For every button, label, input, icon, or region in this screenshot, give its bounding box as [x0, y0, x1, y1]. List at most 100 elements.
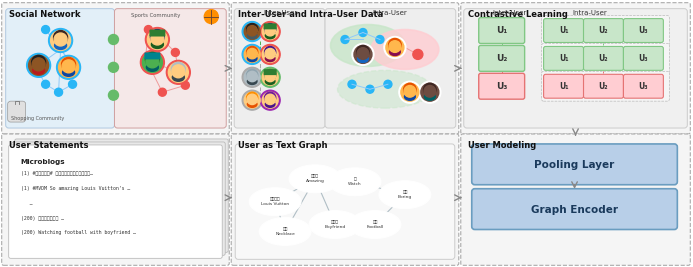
FancyBboxPatch shape: [479, 45, 525, 71]
FancyBboxPatch shape: [263, 23, 277, 29]
Circle shape: [265, 23, 276, 35]
Circle shape: [265, 94, 275, 105]
Text: U₁: U₁: [559, 54, 568, 63]
Circle shape: [42, 26, 50, 34]
Circle shape: [376, 36, 384, 44]
Circle shape: [354, 45, 372, 63]
FancyBboxPatch shape: [542, 15, 669, 45]
Circle shape: [419, 81, 441, 103]
Text: User Modeling: User Modeling: [468, 141, 536, 150]
Text: U₁: U₁: [559, 26, 568, 35]
Circle shape: [141, 50, 164, 74]
Circle shape: [54, 33, 67, 46]
Circle shape: [413, 49, 423, 59]
FancyBboxPatch shape: [542, 44, 669, 73]
Circle shape: [247, 69, 258, 80]
Circle shape: [243, 45, 262, 64]
Text: 路易威登
Louis Vuitton: 路易威登 Louis Vuitton: [261, 197, 289, 206]
Circle shape: [352, 44, 374, 65]
Circle shape: [389, 41, 401, 52]
Circle shape: [247, 48, 257, 59]
Text: …: …: [21, 201, 32, 206]
Circle shape: [399, 81, 421, 103]
Circle shape: [424, 85, 436, 97]
FancyBboxPatch shape: [231, 3, 459, 134]
FancyBboxPatch shape: [235, 144, 455, 259]
Ellipse shape: [265, 78, 275, 84]
Circle shape: [262, 46, 278, 62]
Circle shape: [69, 80, 76, 88]
Ellipse shape: [337, 70, 432, 108]
Ellipse shape: [265, 32, 275, 39]
Text: U₃: U₃: [638, 54, 648, 63]
Circle shape: [265, 71, 275, 82]
Circle shape: [51, 30, 71, 50]
Circle shape: [171, 48, 179, 56]
Circle shape: [247, 71, 257, 82]
Text: U₁: U₁: [559, 82, 568, 91]
Circle shape: [260, 67, 280, 87]
Circle shape: [49, 29, 73, 52]
Ellipse shape: [151, 41, 164, 48]
Ellipse shape: [405, 93, 415, 100]
Circle shape: [247, 46, 258, 58]
Circle shape: [262, 23, 278, 40]
Circle shape: [265, 46, 276, 58]
Circle shape: [109, 90, 119, 100]
FancyBboxPatch shape: [584, 46, 624, 70]
FancyBboxPatch shape: [472, 144, 677, 185]
Text: 项链
Necklace: 项链 Necklace: [275, 227, 295, 236]
Circle shape: [244, 23, 260, 40]
Circle shape: [32, 56, 46, 69]
Ellipse shape: [349, 211, 401, 238]
Circle shape: [243, 22, 262, 41]
Circle shape: [357, 48, 369, 59]
Text: U₃: U₃: [638, 26, 648, 35]
Circle shape: [421, 83, 439, 101]
Circle shape: [260, 22, 280, 41]
Ellipse shape: [247, 55, 257, 62]
Circle shape: [348, 80, 356, 88]
Circle shape: [260, 45, 280, 64]
Ellipse shape: [259, 218, 311, 245]
Circle shape: [384, 37, 406, 58]
Circle shape: [265, 92, 276, 103]
Ellipse shape: [331, 25, 405, 66]
Circle shape: [53, 30, 67, 45]
Circle shape: [32, 58, 45, 71]
Circle shape: [62, 60, 75, 73]
Circle shape: [247, 26, 257, 36]
FancyBboxPatch shape: [325, 9, 456, 128]
FancyBboxPatch shape: [543, 19, 584, 42]
Ellipse shape: [247, 78, 257, 84]
Circle shape: [28, 56, 49, 75]
Circle shape: [260, 90, 280, 110]
Ellipse shape: [173, 73, 184, 81]
FancyBboxPatch shape: [543, 46, 584, 70]
Circle shape: [262, 92, 278, 108]
Text: U₂: U₂: [496, 54, 507, 63]
Circle shape: [262, 69, 278, 85]
Ellipse shape: [33, 66, 44, 74]
Circle shape: [247, 23, 258, 35]
Text: Sports Community: Sports Community: [131, 13, 180, 18]
Text: User Statements: User Statements: [9, 141, 88, 150]
Ellipse shape: [371, 30, 439, 69]
Circle shape: [244, 92, 260, 108]
FancyBboxPatch shape: [461, 134, 690, 265]
Text: (200) 陪男朋友看足球 …: (200) 陪男朋友看足球 …: [21, 215, 64, 221]
Circle shape: [26, 53, 51, 77]
FancyBboxPatch shape: [144, 52, 160, 59]
FancyBboxPatch shape: [234, 9, 325, 128]
Text: Inter-User and Intra-User Data: Inter-User and Intra-User Data: [238, 10, 383, 19]
FancyBboxPatch shape: [624, 19, 663, 42]
FancyBboxPatch shape: [231, 134, 459, 265]
Circle shape: [423, 83, 436, 96]
Circle shape: [171, 62, 185, 76]
Circle shape: [247, 94, 257, 105]
Ellipse shape: [62, 68, 75, 76]
Text: Shopping Community: Shopping Community: [10, 116, 64, 121]
Ellipse shape: [309, 211, 361, 238]
FancyBboxPatch shape: [15, 139, 228, 252]
Circle shape: [59, 57, 78, 77]
